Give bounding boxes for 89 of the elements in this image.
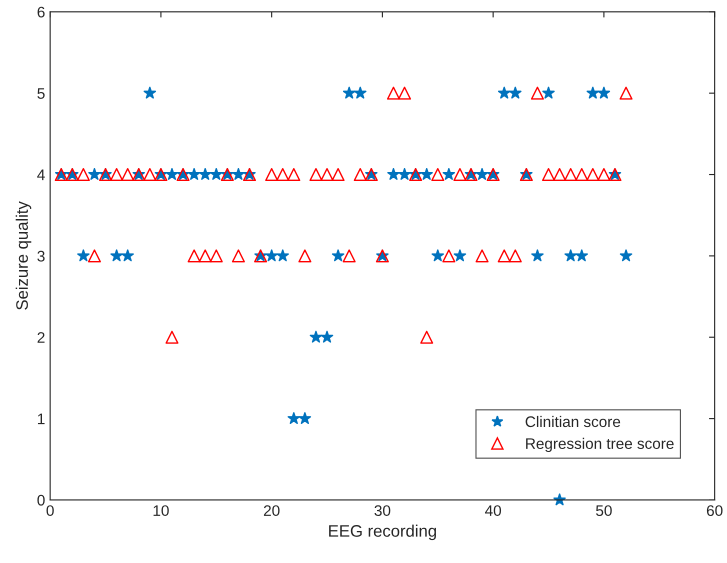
x-tick-label: 20 bbox=[264, 505, 280, 516]
point bbox=[508, 249, 522, 262]
point bbox=[454, 249, 466, 262]
point bbox=[476, 249, 489, 262]
point bbox=[342, 86, 356, 99]
point bbox=[143, 168, 156, 182]
point bbox=[420, 330, 434, 344]
x-tick-label: 0 bbox=[46, 505, 54, 516]
point bbox=[210, 168, 223, 180]
y-axis-title: Seizure quality bbox=[16, 201, 32, 310]
point bbox=[586, 86, 600, 99]
point bbox=[77, 249, 90, 262]
y-tick-label: 6 bbox=[38, 6, 45, 18]
point bbox=[354, 168, 367, 182]
point bbox=[564, 168, 578, 182]
point bbox=[498, 249, 511, 262]
point bbox=[620, 249, 632, 262]
point bbox=[420, 168, 433, 180]
legend-label: Clinitian score bbox=[526, 416, 620, 428]
y-tick-label: 4 bbox=[37, 170, 45, 180]
point bbox=[310, 330, 322, 343]
point bbox=[332, 168, 345, 182]
point bbox=[398, 168, 411, 180]
x-axis-title: EEG recording bbox=[329, 524, 436, 540]
y-tick-label: 1 bbox=[38, 414, 45, 424]
point bbox=[576, 249, 588, 262]
y-tick-label: 0 bbox=[37, 494, 45, 506]
point bbox=[597, 168, 610, 182]
point bbox=[320, 168, 334, 182]
point bbox=[442, 249, 456, 262]
point bbox=[586, 168, 600, 182]
point bbox=[309, 168, 322, 182]
point bbox=[110, 249, 123, 262]
point bbox=[453, 168, 466, 182]
point bbox=[531, 249, 544, 262]
point bbox=[265, 168, 278, 182]
point bbox=[276, 249, 289, 262]
point bbox=[575, 168, 588, 182]
y-tick-label: 5 bbox=[37, 88, 45, 99]
point bbox=[542, 168, 556, 182]
point bbox=[431, 168, 444, 182]
point bbox=[188, 168, 200, 180]
point bbox=[564, 249, 577, 262]
point bbox=[210, 249, 223, 262]
point bbox=[298, 249, 312, 262]
point bbox=[332, 249, 344, 262]
point bbox=[232, 168, 245, 180]
point bbox=[442, 168, 456, 180]
point bbox=[354, 86, 366, 99]
point bbox=[265, 249, 278, 262]
point bbox=[320, 330, 334, 343]
point bbox=[198, 168, 212, 180]
point bbox=[76, 168, 90, 182]
x-tick-label: 50 bbox=[596, 505, 612, 516]
point bbox=[386, 86, 400, 100]
point bbox=[553, 168, 566, 182]
point bbox=[342, 249, 356, 262]
point bbox=[298, 412, 312, 424]
point bbox=[144, 86, 156, 99]
point bbox=[620, 86, 633, 100]
point bbox=[121, 249, 134, 262]
point bbox=[166, 168, 178, 180]
point bbox=[288, 412, 300, 424]
point bbox=[498, 86, 510, 99]
point bbox=[121, 168, 134, 182]
point bbox=[287, 168, 300, 182]
point bbox=[276, 168, 290, 182]
legend-label: Regression tree score bbox=[526, 438, 674, 452]
point bbox=[88, 168, 101, 180]
point bbox=[530, 86, 544, 100]
y-tick-label: 2 bbox=[38, 332, 45, 343]
point bbox=[398, 86, 412, 100]
point bbox=[110, 168, 124, 182]
point bbox=[188, 249, 201, 262]
point bbox=[387, 168, 400, 180]
x-tick-label: 40 bbox=[485, 505, 502, 516]
x-tick-label: 10 bbox=[154, 505, 169, 516]
point bbox=[598, 86, 610, 99]
point bbox=[165, 330, 178, 344]
point bbox=[542, 86, 555, 99]
point bbox=[232, 249, 245, 262]
point bbox=[198, 249, 212, 262]
x-tick-label: 30 bbox=[374, 505, 390, 516]
y-tick-label: 3 bbox=[37, 250, 45, 262]
point bbox=[432, 249, 444, 262]
point bbox=[476, 168, 488, 180]
point bbox=[509, 86, 522, 99]
point bbox=[88, 249, 101, 262]
x-tick-label: 60 bbox=[706, 505, 723, 516]
